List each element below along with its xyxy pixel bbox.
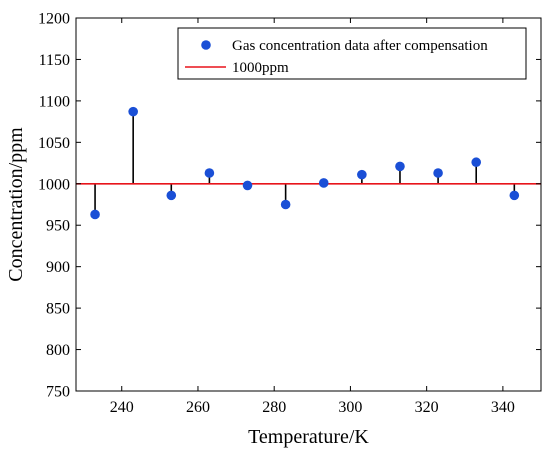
legend-box (177, 27, 527, 80)
data-point (433, 168, 443, 178)
stem-lines (94, 111, 516, 215)
y-tick-label: 1200 (38, 11, 70, 28)
legend-marker-series (201, 40, 211, 50)
legend: Gas concentration data after compensatio… (177, 27, 527, 80)
y-tick-label: 1050 (38, 135, 70, 152)
data-point (280, 199, 291, 210)
x-tick-label: 280 (262, 399, 286, 416)
y-tick-label: 1150 (39, 52, 70, 69)
x-tick-label: 340 (491, 399, 515, 416)
plot-frame (75, 17, 542, 392)
data-point (509, 190, 520, 201)
y-tick-label: 900 (46, 259, 70, 276)
y-tick-label: 850 (46, 301, 70, 318)
data-point (90, 209, 100, 220)
data-point (395, 161, 405, 172)
y-tick-label: 1000 (38, 176, 70, 193)
x-tick-label: 320 (415, 399, 439, 416)
data-point (318, 178, 329, 188)
x-axis-label: Temperature/K (248, 426, 369, 448)
y-tick-label: 800 (46, 342, 70, 359)
legend-label-reference: 1000ppm (232, 60, 289, 76)
data-points (90, 106, 520, 220)
y-axis-ticks: 750 800 850 900 950 1000 1050 1100 1150 1200 (38, 11, 541, 401)
y-tick-label: 950 (46, 218, 70, 235)
y-axis-label: Concentration/ppm (5, 127, 27, 282)
x-tick-label: 240 (110, 399, 134, 416)
data-point (128, 106, 138, 117)
y-tick-label: 750 (46, 384, 70, 401)
data-point (242, 180, 253, 191)
data-point (471, 157, 482, 168)
y-tick-label: 1100 (39, 93, 70, 110)
x-tick-label: 260 (186, 399, 210, 416)
data-point (166, 190, 177, 201)
data-point (357, 169, 367, 180)
legend-label-series: Gas concentration data after compensatio… (232, 38, 488, 54)
x-tick-label: 300 (338, 399, 362, 416)
x-axis-ticks: 240 260 280 300 320 340 (110, 18, 515, 416)
data-point (204, 168, 215, 178)
